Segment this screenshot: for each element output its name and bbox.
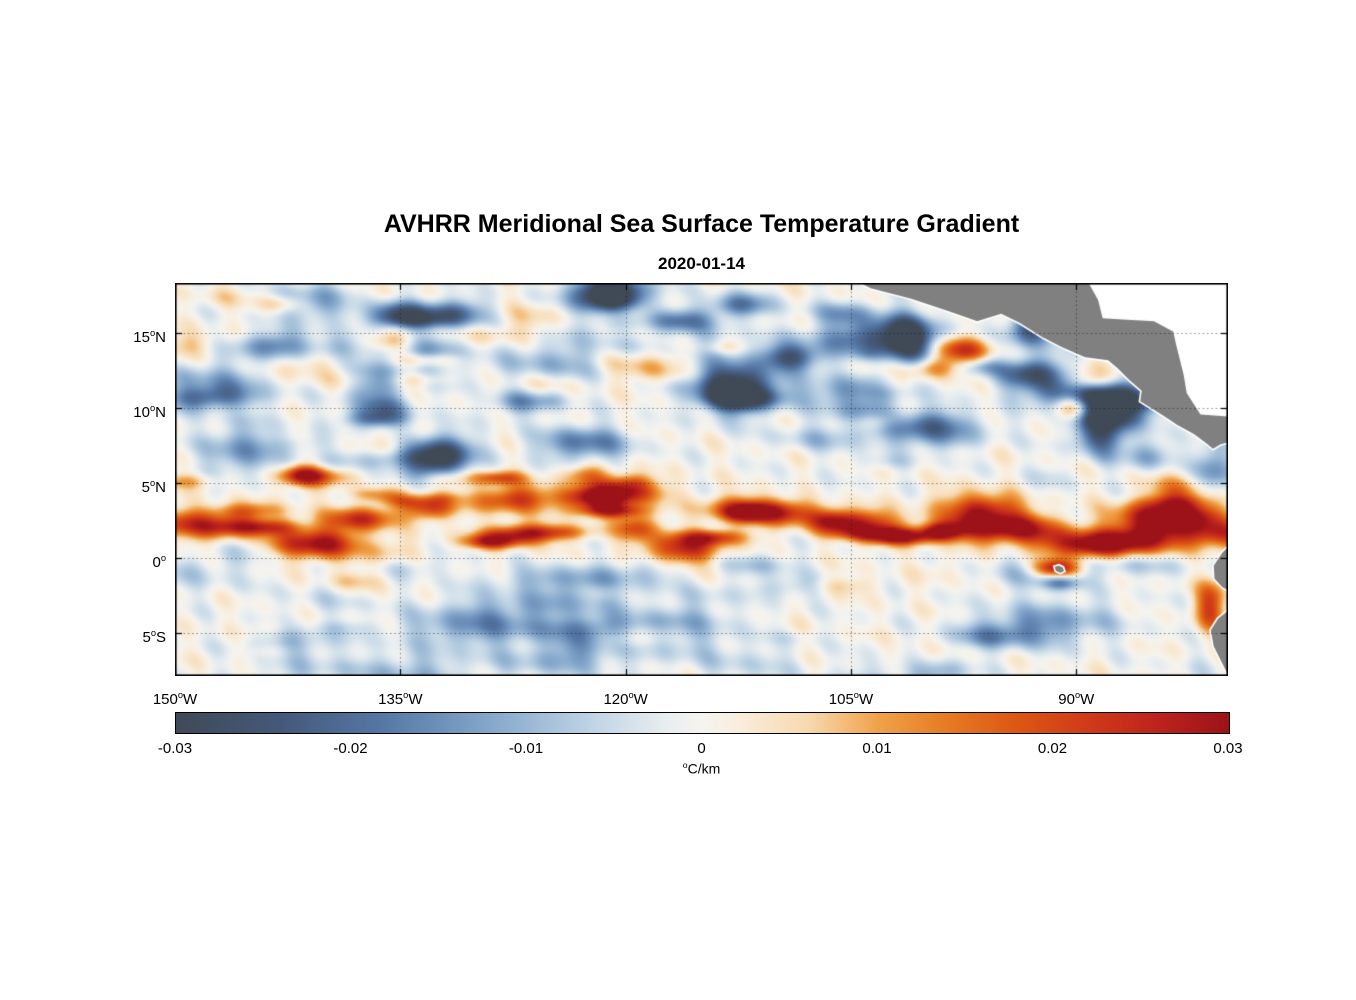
chart-title: AVHRR Meridional Sea Surface Temperature… — [383, 210, 1020, 238]
y-axis-tick-label: 5oN — [141, 477, 166, 496]
y-axis-tick-label: 10oN — [133, 402, 166, 421]
colorbar — [175, 712, 1230, 734]
colorbar-tick-label: 0.02 — [1037, 740, 1068, 757]
x-axis-tick-label: 135oW — [378, 690, 423, 708]
colorbar-unit-label: oC/km — [682, 760, 721, 777]
chart-date-subtitle: 2020-01-14 — [658, 254, 745, 273]
colorbar-tick-label: -0.01 — [508, 740, 544, 757]
colorbar-tick-label: 0.03 — [1213, 740, 1243, 757]
map-plot-area — [175, 283, 1228, 676]
colorbar-tick-label: -0.02 — [333, 740, 368, 757]
colorbar-tick-label: 0.01 — [862, 740, 892, 757]
x-axis-tick-label: 120oW — [603, 690, 648, 708]
x-axis-tick-label: 105oW — [828, 690, 874, 708]
y-axis-tick-label: 5oS — [142, 628, 166, 647]
y-axis-tick-label: 15oN — [133, 327, 166, 346]
sst-gradient-heatmap-canvas — [175, 283, 1228, 676]
colorbar-tick-label: -0.03 — [157, 740, 193, 757]
x-axis-tick-label: 150oW — [152, 690, 198, 708]
x-axis-tick-label: 90oW — [1058, 690, 1095, 708]
y-axis-tick-label: 0o — [152, 552, 166, 571]
colorbar-tick-label: 0 — [697, 740, 706, 757]
